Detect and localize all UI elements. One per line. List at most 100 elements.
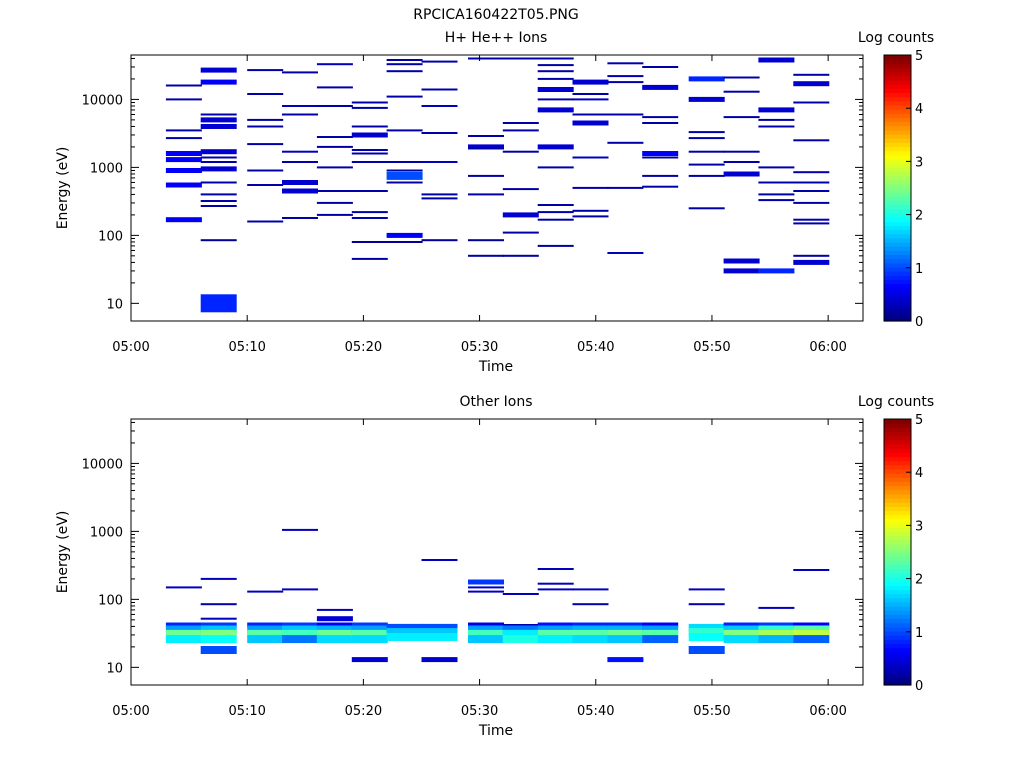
heatmap-cell	[351, 132, 388, 138]
heatmap-cell	[386, 181, 423, 184]
colorbar-segment	[884, 630, 911, 636]
heatmap-cell	[793, 81, 830, 87]
colorbar-label: Log counts	[858, 394, 934, 410]
y-tick-label: 10	[106, 297, 123, 312]
colorbar-segment	[884, 651, 911, 657]
heatmap-cell	[793, 218, 830, 221]
heatmap-cell	[421, 60, 458, 63]
x-tick-label: 05:30	[461, 704, 498, 719]
heatmap-cell	[688, 207, 725, 210]
heatmap-cell	[537, 70, 574, 73]
colorbar-segment	[884, 427, 911, 433]
colorbar-tick-label: 2	[915, 209, 923, 224]
heatmap-cell	[688, 646, 725, 654]
heatmap-cell	[200, 67, 237, 73]
heatmap-cell	[642, 66, 679, 68]
heatmap-cell	[247, 184, 284, 186]
heatmap-cell	[165, 625, 202, 634]
heatmap-cell	[572, 98, 609, 101]
y-tick-label: 10000	[82, 457, 123, 472]
colorbar-segment	[884, 672, 911, 678]
x-tick-label: 06:00	[809, 340, 846, 355]
colorbar-segment	[884, 489, 911, 495]
heatmap-cell	[793, 222, 830, 225]
heatmap-cell	[793, 569, 830, 571]
heatmap-cell	[642, 156, 679, 159]
heatmap-cell	[200, 79, 237, 85]
heatmap-cell	[165, 98, 202, 101]
colorbar-segment	[884, 439, 911, 445]
heatmap-cell	[723, 116, 760, 119]
colorbar-segment	[884, 250, 911, 256]
heatmap-cell	[688, 628, 725, 637]
colorbar-segment	[884, 79, 911, 85]
colorbar-segment	[884, 664, 911, 669]
colorbar-segment	[884, 606, 911, 611]
heatmap-cell	[421, 657, 458, 663]
heatmap-cell	[351, 125, 388, 128]
colorbar-segment	[884, 71, 911, 77]
colorbar-segment	[884, 233, 911, 239]
heatmap-cell	[537, 144, 574, 150]
heatmap-cell	[642, 625, 679, 634]
heatmap-cell	[642, 622, 679, 628]
colorbar-segment	[884, 668, 911, 674]
heatmap-cell	[386, 628, 423, 637]
heatmap-cell	[537, 244, 574, 247]
heatmap-cell	[386, 623, 423, 632]
heatmap-cell	[502, 624, 539, 626]
heatmap-cell	[642, 174, 679, 177]
colorbar-segment	[884, 431, 911, 437]
colorbar-segment	[884, 221, 911, 227]
heatmap-cell	[316, 105, 353, 107]
heatmap-cell	[793, 171, 830, 174]
x-tick-label: 05:30	[461, 340, 498, 355]
heatmap-cell	[316, 136, 353, 138]
heatmap-cell	[723, 161, 760, 163]
heatmap-cell	[200, 161, 237, 163]
heatmap-cell	[537, 625, 574, 634]
heatmap-cell	[468, 135, 504, 137]
heatmap-cell	[316, 166, 353, 169]
x-tick-label: 05:20	[345, 340, 382, 355]
heatmap-cell	[607, 252, 644, 254]
heatmap-cell	[351, 106, 388, 109]
colorbar-segment	[884, 639, 911, 645]
heatmap-cell	[572, 635, 609, 644]
heatmap-cell	[793, 139, 830, 142]
colorbar-tick-label: 3	[915, 519, 923, 534]
colorbar-segment	[884, 514, 911, 520]
colorbar-segment	[884, 275, 911, 281]
heatmap-cell	[758, 107, 795, 113]
heatmap-cell	[316, 625, 353, 634]
heatmap-cell	[282, 588, 318, 591]
colorbar-segment	[884, 502, 911, 507]
heatmap-cell	[758, 118, 795, 121]
colorbar-segment	[884, 316, 911, 322]
colorbar-segment	[884, 610, 911, 615]
heatmap-cell	[165, 157, 202, 163]
heatmap-cell	[386, 171, 423, 180]
colorbar-segment	[884, 435, 911, 441]
colorbar-segment	[884, 485, 911, 491]
heatmap-cell	[282, 635, 318, 644]
heatmap-cell	[723, 268, 760, 274]
heatmap-cell	[316, 201, 353, 204]
colorbar-segment	[884, 167, 911, 172]
heatmap-cell	[537, 204, 574, 206]
colorbar-segment	[884, 196, 911, 202]
heatmap-cell	[468, 193, 504, 196]
heatmap-cell	[572, 156, 609, 159]
heatmap-cell	[572, 588, 609, 591]
heatmap-cell	[386, 59, 423, 61]
heatmap-cell	[282, 629, 318, 638]
x-tick-label: 05:00	[112, 704, 149, 719]
heatmap-cell	[200, 629, 237, 638]
heatmap-cell	[502, 625, 539, 634]
heatmap-cell	[502, 635, 539, 644]
heatmap-cell	[386, 95, 423, 98]
heatmap-cell	[572, 120, 609, 126]
colorbar-segment	[884, 104, 911, 110]
heatmap-cell	[502, 212, 539, 218]
colorbar-segment	[884, 312, 911, 318]
